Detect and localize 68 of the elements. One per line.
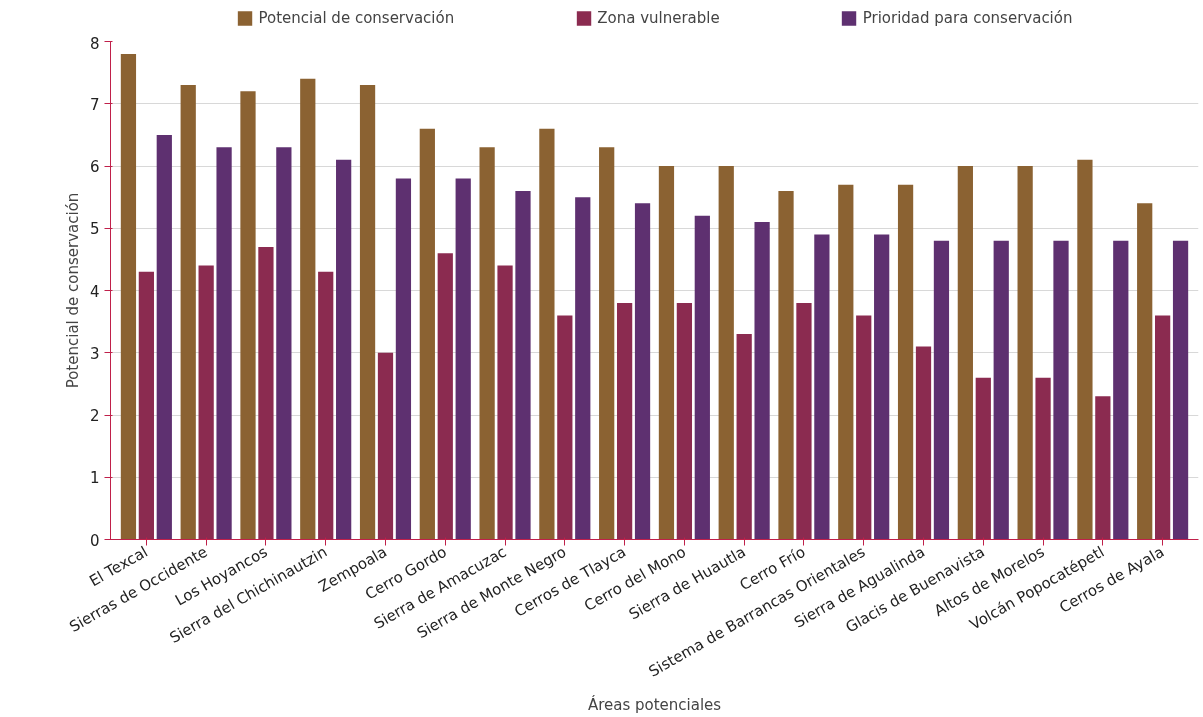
bar <box>138 271 154 540</box>
bar <box>856 315 872 540</box>
bar <box>874 234 890 540</box>
bar <box>515 190 531 540</box>
bar <box>718 166 734 540</box>
bar <box>216 147 232 540</box>
y-axis-title: Potencial de conservación <box>63 192 82 389</box>
bar <box>1155 315 1171 540</box>
bar <box>933 240 950 540</box>
bar <box>915 346 932 540</box>
y-tick-label: 2 <box>89 407 100 425</box>
bar <box>838 184 854 540</box>
y-tick-label: 7 <box>89 95 100 114</box>
bar <box>437 253 453 540</box>
legend-label: Prioridad para conservación <box>862 9 1073 27</box>
bar <box>497 265 513 540</box>
bar <box>557 315 573 540</box>
bar <box>1113 240 1129 540</box>
bar <box>897 184 914 540</box>
bar <box>1077 159 1093 540</box>
bar <box>120 53 137 540</box>
bar <box>634 203 651 540</box>
bar <box>359 85 376 540</box>
bar <box>1095 396 1111 540</box>
bar <box>975 377 991 540</box>
bar <box>616 302 633 540</box>
bar <box>599 147 615 540</box>
bar <box>736 334 752 540</box>
y-tick-label: 3 <box>89 344 100 363</box>
bar <box>336 159 352 540</box>
bar <box>1035 377 1051 540</box>
bar <box>258 246 274 540</box>
bar <box>156 134 172 540</box>
y-tick-label: 1 <box>89 469 100 488</box>
legend-label: Potencial de conservación <box>258 9 455 27</box>
bar <box>676 302 693 540</box>
bar <box>539 128 555 540</box>
bar <box>1017 166 1033 540</box>
bar <box>575 197 591 540</box>
y-tick-label: 0 <box>89 531 100 550</box>
bar <box>1053 240 1069 540</box>
y-tick-label: 6 <box>89 158 100 176</box>
bar <box>658 166 675 540</box>
y-tick-label: 4 <box>89 282 100 301</box>
bar <box>754 222 770 540</box>
bar <box>300 78 316 540</box>
bar <box>479 147 495 540</box>
bar <box>814 234 830 540</box>
bar <box>419 128 435 540</box>
bar <box>276 147 292 540</box>
bar <box>455 178 471 540</box>
bar <box>240 91 256 540</box>
y-tick-label: 8 <box>89 34 100 53</box>
bar <box>1137 203 1153 540</box>
bar <box>694 215 710 540</box>
bar <box>957 166 973 540</box>
bar <box>318 271 334 540</box>
bar <box>180 85 196 540</box>
bar <box>1172 240 1189 540</box>
y-tick-label: 5 <box>89 220 100 239</box>
legend-label: Zona vulnerable <box>597 9 720 27</box>
bar <box>778 190 794 540</box>
bar <box>395 178 412 540</box>
bar <box>377 352 394 540</box>
bar <box>198 265 214 540</box>
bar <box>993 240 1009 540</box>
bar <box>796 302 812 540</box>
x-axis-title: Áreas potenciales <box>587 695 722 715</box>
